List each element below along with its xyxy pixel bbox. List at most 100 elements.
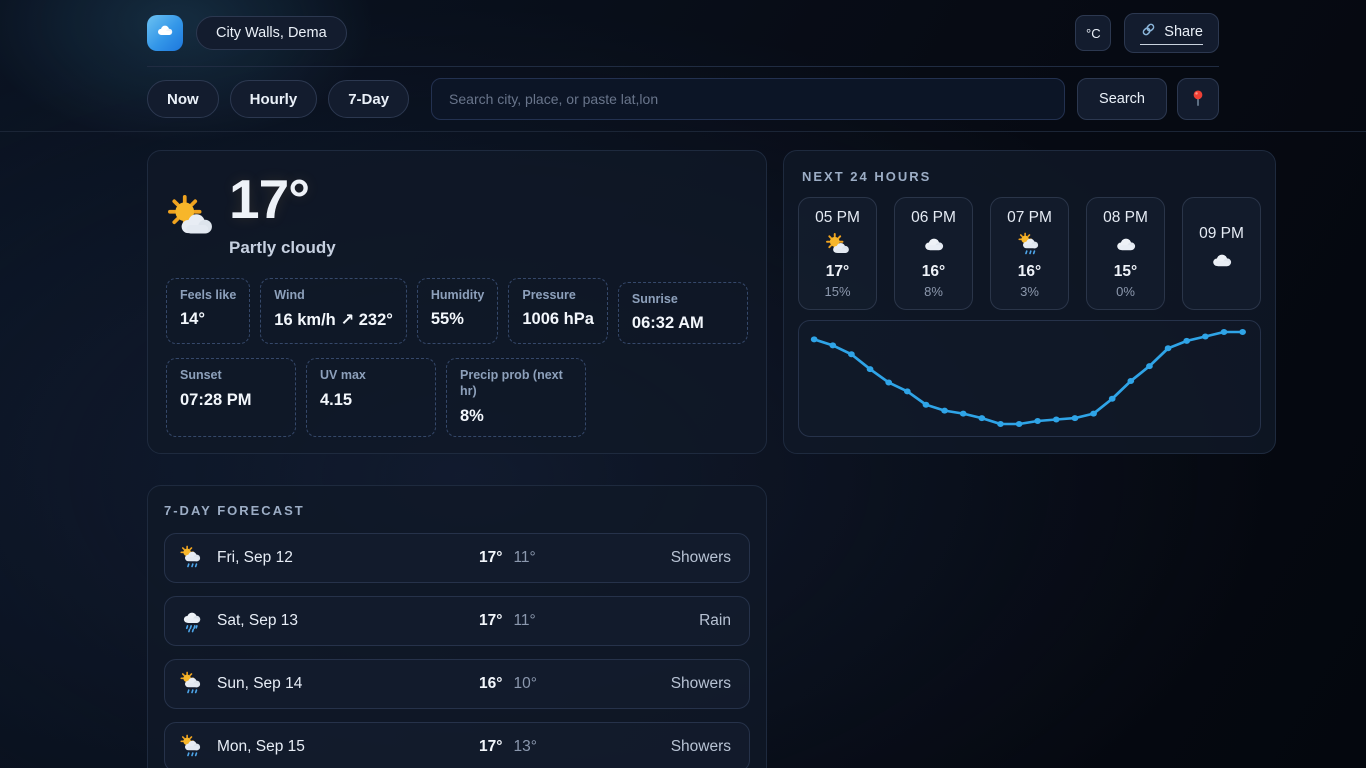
share-button[interactable]: Share xyxy=(1124,13,1219,53)
hour-time: 07 PM xyxy=(1007,208,1052,226)
forecast-rows: Fri, Sep 12 17° 11° Showers Sat, Sep 13 … xyxy=(164,532,750,768)
forecast-row[interactable]: Sat, Sep 13 17° 11° Rain xyxy=(164,595,750,646)
temperature-chart xyxy=(810,329,1246,427)
share-label: Share xyxy=(1164,23,1203,40)
forecast-high-temp: 17° xyxy=(479,611,503,629)
forecast-day: Sat, Sep 13 xyxy=(217,611,299,629)
stat-value: 1006 hPa xyxy=(522,310,594,329)
forecast-condition: Showers xyxy=(670,674,731,692)
tab-7day[interactable]: 7-Day xyxy=(328,80,410,118)
stat-box: Wind 16 km/h ↗ 232° xyxy=(260,277,407,345)
forecast-row[interactable]: Fri, Sep 12 17° 11° Showers xyxy=(164,532,750,583)
stat-label: Pressure xyxy=(522,287,576,302)
stat-box: Pressure 1006 hPa xyxy=(508,277,608,345)
hour-card[interactable]: 06 PM 16° 8% xyxy=(894,197,973,310)
sun-cloud-icon xyxy=(825,230,851,260)
stat-label: Feels like xyxy=(180,287,237,302)
stat-value: 06:32 AM xyxy=(631,314,704,333)
cloud-icon xyxy=(1113,230,1139,260)
app-logo-cloud-icon xyxy=(155,21,175,46)
hour-temp: 16° xyxy=(1017,262,1042,280)
hour-precip-probability: 0% xyxy=(1116,283,1135,299)
cloud-icon xyxy=(1209,246,1235,276)
forecast-day: Sun, Sep 14 xyxy=(217,674,303,692)
stat-label: Sunset xyxy=(180,368,222,383)
forecast-day: Mon, Sep 15 xyxy=(217,737,305,755)
forecast-low-temp: 11° xyxy=(513,548,536,566)
forecast-condition: Showers xyxy=(670,737,731,755)
tab-now[interactable]: Now xyxy=(147,80,219,118)
search-input[interactable] xyxy=(431,78,1066,120)
forecast-high-temp: 17° xyxy=(479,548,503,566)
hour-card[interactable]: 05 PM 17° 15% xyxy=(798,197,877,310)
stat-label: Wind xyxy=(274,287,305,302)
stat-value: 07:28 PM xyxy=(180,391,252,409)
hour-card[interactable]: 09 PM xyxy=(1182,197,1261,310)
forecast-condition: Rain xyxy=(699,611,731,629)
forecast-low-temp: 13° xyxy=(513,737,537,755)
search-button[interactable]: Search xyxy=(1077,78,1167,120)
current-condition: Partly cloudy xyxy=(229,237,336,257)
hour-card[interactable]: 08 PM 15° 0% xyxy=(1086,197,1165,310)
use-my-location-button[interactable] xyxy=(1177,78,1219,120)
sun-rain-icon xyxy=(179,545,205,571)
tab-hourly[interactable]: Hourly xyxy=(229,80,318,118)
hour-precip-probability: 8% xyxy=(924,283,943,299)
hour-precip-probability: 15% xyxy=(824,283,851,299)
stat-label: Humidity xyxy=(430,287,485,302)
stat-value: 14° xyxy=(180,310,205,329)
hour-temp: 17° xyxy=(825,262,850,280)
hour-temp: 16° xyxy=(921,262,946,280)
hour-time: 06 PM xyxy=(911,208,956,226)
hourly-strip[interactable]: 05 PM 17° 15% 06 PM 16° 8% 07 PM 16° xyxy=(798,197,1261,310)
hour-temp: 15° xyxy=(1113,262,1138,280)
forecast-row[interactable]: Sun, Sep 14 16° 10° Showers xyxy=(164,658,750,709)
current-location-pill[interactable]: City Walls, Dema xyxy=(196,16,347,50)
app-header: City Walls, Dema °C Share Now Hourly 7-D… xyxy=(0,0,1366,132)
unit-toggle-button[interactable]: °C xyxy=(1075,15,1112,51)
link-icon xyxy=(1140,21,1157,42)
hour-card[interactable]: 07 PM 16° 3% xyxy=(990,197,1069,310)
hourly-section-title: NEXT 24 HOURS xyxy=(802,169,932,184)
stat-box: Precip prob (next hr) 8% xyxy=(446,358,586,437)
main-content: 17° Partly cloudy Feels like 14° Wind 16… xyxy=(147,150,1276,768)
stat-box: Feels like 14° xyxy=(166,277,251,345)
current-weather-card: 17° Partly cloudy Feels like 14° Wind 16… xyxy=(147,150,767,454)
forecast-section-title: 7-DAY FORECAST xyxy=(164,502,305,518)
forecast-high-temp: 16° xyxy=(479,674,503,692)
current-temperature: 17° xyxy=(229,168,310,230)
forecast-low-temp: 11° xyxy=(513,611,536,629)
temperature-chart-box xyxy=(798,320,1261,437)
stat-value: 8% xyxy=(460,406,484,425)
cloud-icon xyxy=(921,230,947,260)
sun-rain-icon xyxy=(179,671,205,697)
hour-precip-probability: 3% xyxy=(1020,283,1039,299)
forecast-row[interactable]: Mon, Sep 15 17° 13° Showers xyxy=(164,721,750,768)
stat-label: UV max xyxy=(320,368,366,383)
stat-box: Sunset 07:28 PM xyxy=(166,358,296,437)
hour-time: 08 PM xyxy=(1103,208,1148,226)
stat-value: 55% xyxy=(430,310,464,329)
stat-box: UV max 4.15 xyxy=(306,358,436,437)
stat-box: Humidity 55% xyxy=(416,277,499,345)
forecast-condition: Showers xyxy=(670,548,731,566)
sun-cloud-icon xyxy=(166,193,216,243)
next-24-hours-card: NEXT 24 HOURS 05 PM 17° 15% 06 PM 16° 8% xyxy=(783,150,1276,454)
current-stats: Feels like 14° Wind 16 km/h ↗ 232° Humid… xyxy=(166,277,748,437)
forecast-day: Fri, Sep 12 xyxy=(217,548,293,566)
stat-value: 4.15 xyxy=(320,391,353,409)
hour-time: 09 PM xyxy=(1199,225,1244,242)
location-label: City Walls, Dema xyxy=(216,25,327,41)
stat-label: Sunrise xyxy=(631,291,678,306)
seven-day-forecast-card: 7-DAY FORECAST Fri, Sep 12 17° 11° Showe… xyxy=(147,484,767,768)
stat-value: 16 km/h ↗ 232° xyxy=(274,311,393,330)
rain-icon xyxy=(179,608,205,634)
stat-box: Sunrise 06:32 AM xyxy=(617,281,748,345)
stat-label: Precip prob (next hr) xyxy=(460,368,563,398)
forecast-low-temp: 10° xyxy=(513,674,537,692)
sun-rain-icon xyxy=(179,734,205,760)
hour-time: 05 PM xyxy=(815,208,860,226)
pin-icon xyxy=(1188,88,1208,111)
app-logo[interactable] xyxy=(147,15,183,51)
forecast-high-temp: 17° xyxy=(479,737,503,755)
